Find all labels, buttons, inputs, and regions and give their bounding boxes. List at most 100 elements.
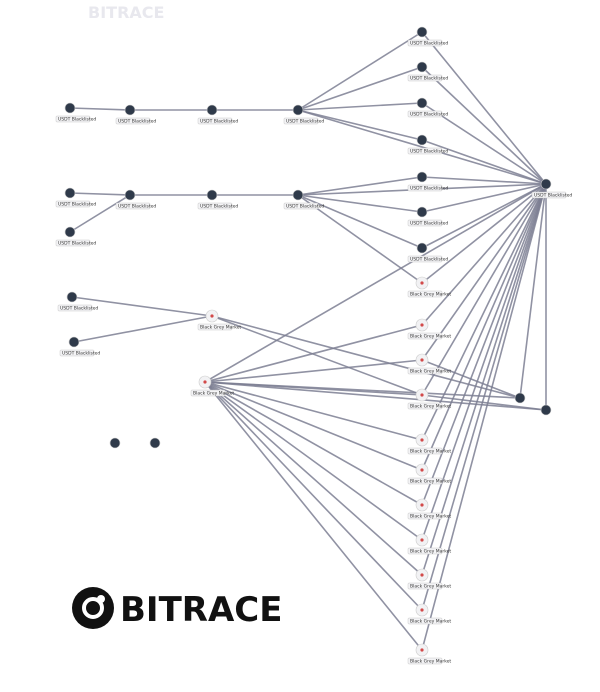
edge (69, 192, 131, 196)
node-tag (407, 110, 443, 118)
edge (421, 183, 547, 284)
node-label: Black Grey Market (200, 325, 241, 331)
node-circle (416, 61, 428, 73)
node-label: Black Grey Market (410, 549, 451, 555)
edge (421, 183, 547, 541)
edge (211, 315, 521, 399)
node-tag (57, 304, 93, 312)
node-tag (531, 191, 567, 199)
node: USDT Blacklisted (57, 291, 98, 312)
node-tag (407, 332, 443, 340)
node-tag (197, 202, 233, 210)
node-tag (197, 117, 233, 125)
node-circle (416, 171, 428, 183)
node-label: USDT Blacklisted (534, 193, 572, 199)
node-dot (420, 358, 424, 362)
node-label: USDT Blacklisted (286, 204, 324, 210)
node: Black Grey Market (407, 463, 451, 485)
edge (297, 109, 547, 185)
node-tag (407, 582, 443, 590)
node-circle (416, 242, 428, 254)
node: USDT Blacklisted (407, 97, 448, 118)
edge (204, 381, 423, 651)
edge (421, 31, 547, 185)
node-circle (66, 291, 78, 303)
edge (204, 381, 423, 541)
node-label: USDT Blacklisted (410, 112, 448, 118)
node-tag (283, 117, 319, 125)
edge (297, 66, 423, 111)
edge (69, 107, 131, 111)
node-tag (407, 447, 443, 455)
node-dot (420, 608, 424, 612)
node-tag (115, 117, 151, 125)
node-tag (407, 617, 443, 625)
node-label: USDT Blacklisted (62, 351, 100, 357)
node-circle (124, 189, 136, 201)
node: Black Grey Market (407, 318, 451, 340)
node: USDT Blacklisted (407, 242, 448, 263)
node: Black Grey Market (407, 498, 451, 520)
node-label: USDT Blacklisted (118, 204, 156, 210)
node-tag (190, 389, 226, 397)
node: Black Grey Market (407, 603, 451, 625)
node: Black Grey Market (407, 533, 451, 555)
node-tag (407, 290, 443, 298)
edge (204, 381, 423, 471)
edge (204, 381, 547, 411)
edge (204, 381, 423, 611)
edge (421, 183, 547, 396)
node-label: Black Grey Market (410, 659, 451, 665)
nodes: USDT Blacklisted USDT Blacklisted USDT Bla… (55, 26, 572, 665)
node-label: Black Grey Market (410, 479, 451, 485)
edge (297, 31, 423, 111)
node-dot (420, 323, 424, 327)
node-circle (540, 404, 552, 416)
node-circle (109, 437, 121, 449)
node-tag (407, 74, 443, 82)
node-circle (124, 104, 136, 116)
node-dot (420, 503, 424, 507)
node-tag (407, 512, 443, 520)
node-dot (420, 538, 424, 542)
node: USDT Blacklisted (407, 26, 448, 47)
edge (421, 183, 547, 576)
edge (204, 359, 423, 383)
node-circle (416, 26, 428, 38)
node-circle (416, 206, 428, 218)
edge (204, 324, 423, 383)
node: Black Grey Market (407, 433, 451, 455)
edge (421, 66, 547, 185)
node-circle (292, 104, 304, 116)
node-tag (407, 547, 443, 555)
edge (204, 381, 423, 576)
node-tag (407, 184, 443, 192)
node-label: Black Grey Market (410, 449, 451, 455)
node-tag (407, 39, 443, 47)
edge (421, 183, 547, 326)
node: USDT Blacklisted (407, 171, 448, 192)
node-circle (149, 437, 161, 449)
node: Black Grey Market (407, 353, 451, 375)
node: USDT Blacklisted (55, 187, 96, 208)
node-tag (407, 367, 443, 375)
node-label: USDT Blacklisted (58, 117, 96, 123)
node-tag (407, 147, 443, 155)
edge (421, 183, 547, 611)
node: USDT Blacklisted (197, 189, 238, 210)
node-tag (59, 349, 95, 357)
node: USDT Blacklisted (283, 189, 324, 210)
edge (421, 102, 547, 185)
edge (421, 183, 547, 213)
node-tag (407, 402, 443, 410)
node-label: USDT Blacklisted (410, 149, 448, 155)
node-dot (420, 648, 424, 652)
node-circle (64, 102, 76, 114)
node-label: Black Grey Market (410, 619, 451, 625)
node-label: Black Grey Market (410, 292, 451, 298)
node-circle (416, 97, 428, 109)
node-tag (55, 200, 91, 208)
node-label: USDT Blacklisted (410, 257, 448, 263)
node-tag (407, 657, 443, 665)
